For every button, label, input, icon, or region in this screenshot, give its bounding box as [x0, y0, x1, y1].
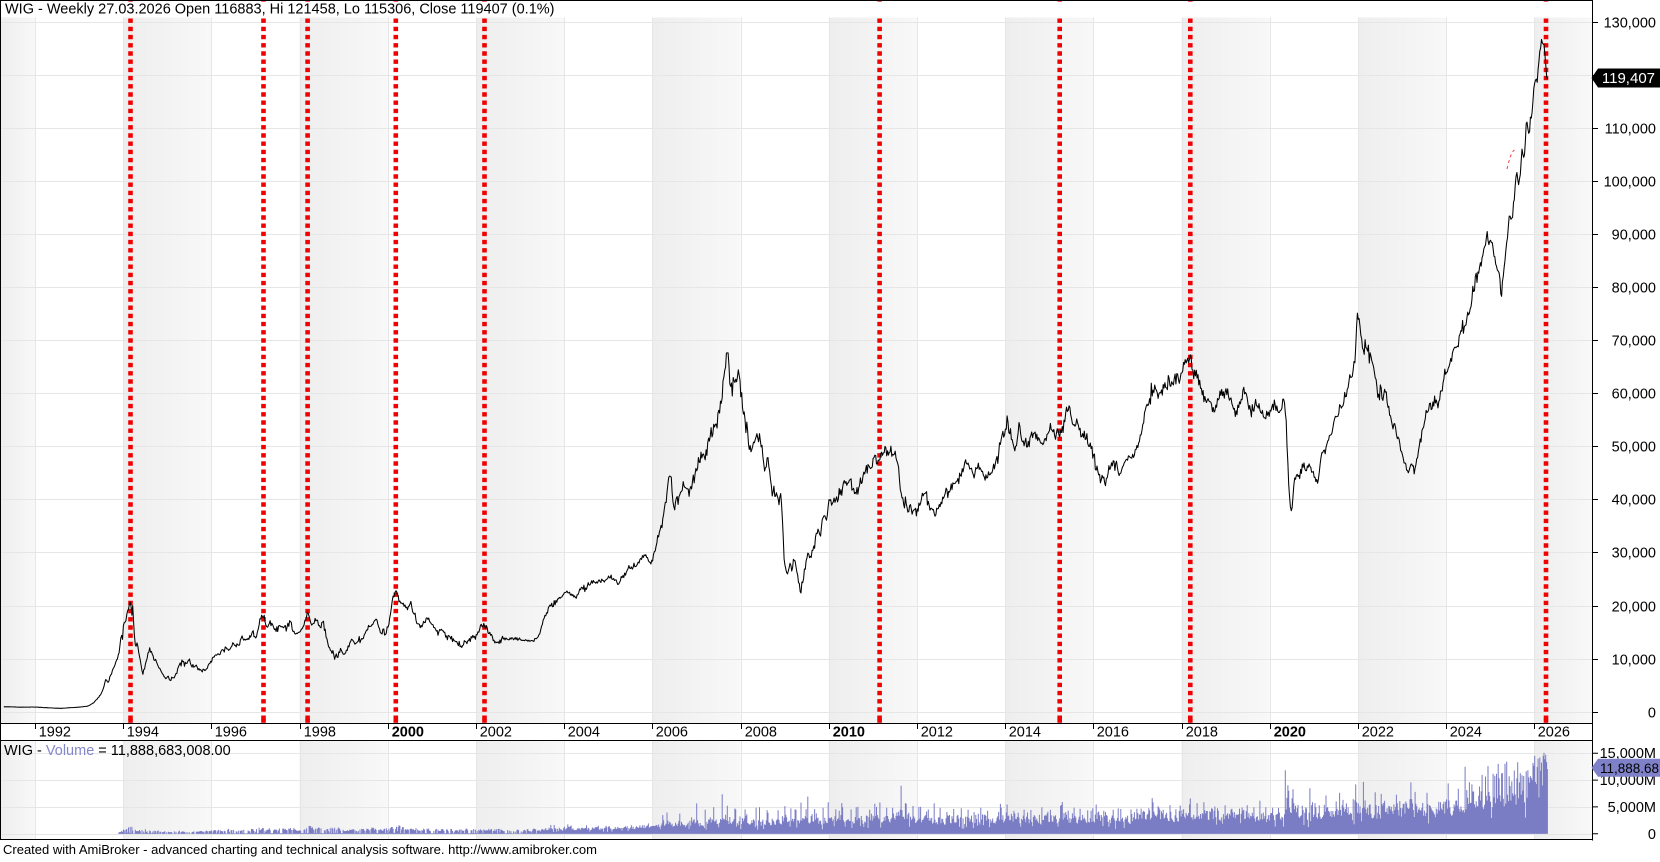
svg-text:1994: 1994 [127, 725, 159, 741]
svg-text:50,000: 50,000 [1612, 440, 1656, 456]
svg-text:2016: 2016 [1097, 725, 1129, 741]
svg-text:30,000: 30,000 [1612, 546, 1656, 562]
svg-text:0: 0 [1648, 706, 1656, 722]
svg-text:2014: 2014 [1009, 725, 1041, 741]
svg-text:5,000M: 5,000M [1608, 800, 1656, 816]
svg-text:2010: 2010 [833, 725, 865, 741]
svg-text:15,000M: 15,000M [1600, 746, 1656, 762]
svg-text:2026: 2026 [1538, 725, 1570, 741]
svg-text:1998: 1998 [304, 725, 336, 741]
svg-text:10,000: 10,000 [1612, 653, 1656, 669]
svg-text:90,000: 90,000 [1612, 228, 1656, 244]
svg-text:2008: 2008 [745, 725, 777, 741]
svg-text:2020: 2020 [1274, 725, 1306, 741]
svg-text:119,407: 119,407 [1602, 70, 1655, 87]
svg-text:11,888.68: 11,888.68 [1600, 761, 1659, 776]
svg-text:1996: 1996 [215, 725, 247, 741]
svg-text:1992: 1992 [39, 725, 71, 741]
svg-text:110,000: 110,000 [1605, 122, 1656, 138]
svg-text:2012: 2012 [921, 725, 953, 741]
svg-text:WIG - Volume = 11,888,683,008.: WIG - Volume = 11,888,683,008.00 [4, 743, 231, 759]
svg-text:2000: 2000 [392, 725, 424, 741]
svg-text:2002: 2002 [480, 725, 512, 741]
svg-text:2018: 2018 [1186, 725, 1218, 741]
svg-text:20,000: 20,000 [1612, 600, 1656, 616]
svg-text:2004: 2004 [568, 725, 600, 741]
svg-text:0: 0 [1648, 827, 1656, 843]
svg-text:40,000: 40,000 [1612, 493, 1656, 509]
svg-text:WIG - Weekly 27.03.2026 Open 1: WIG - Weekly 27.03.2026 Open 116883, Hi … [5, 2, 554, 18]
svg-text:100,000: 100,000 [1604, 175, 1656, 191]
svg-text:10,000M: 10,000M [1600, 773, 1656, 789]
svg-text:130,000: 130,000 [1604, 16, 1656, 32]
svg-text:2006: 2006 [656, 725, 688, 741]
svg-text:70,000: 70,000 [1612, 334, 1656, 350]
svg-text:80,000: 80,000 [1612, 281, 1656, 297]
svg-text:Created with AmiBroker - advan: Created with AmiBroker - advanced charti… [3, 842, 597, 857]
svg-text:2022: 2022 [1362, 725, 1394, 741]
svg-text:60,000: 60,000 [1612, 387, 1656, 403]
svg-text:2024: 2024 [1450, 725, 1482, 741]
